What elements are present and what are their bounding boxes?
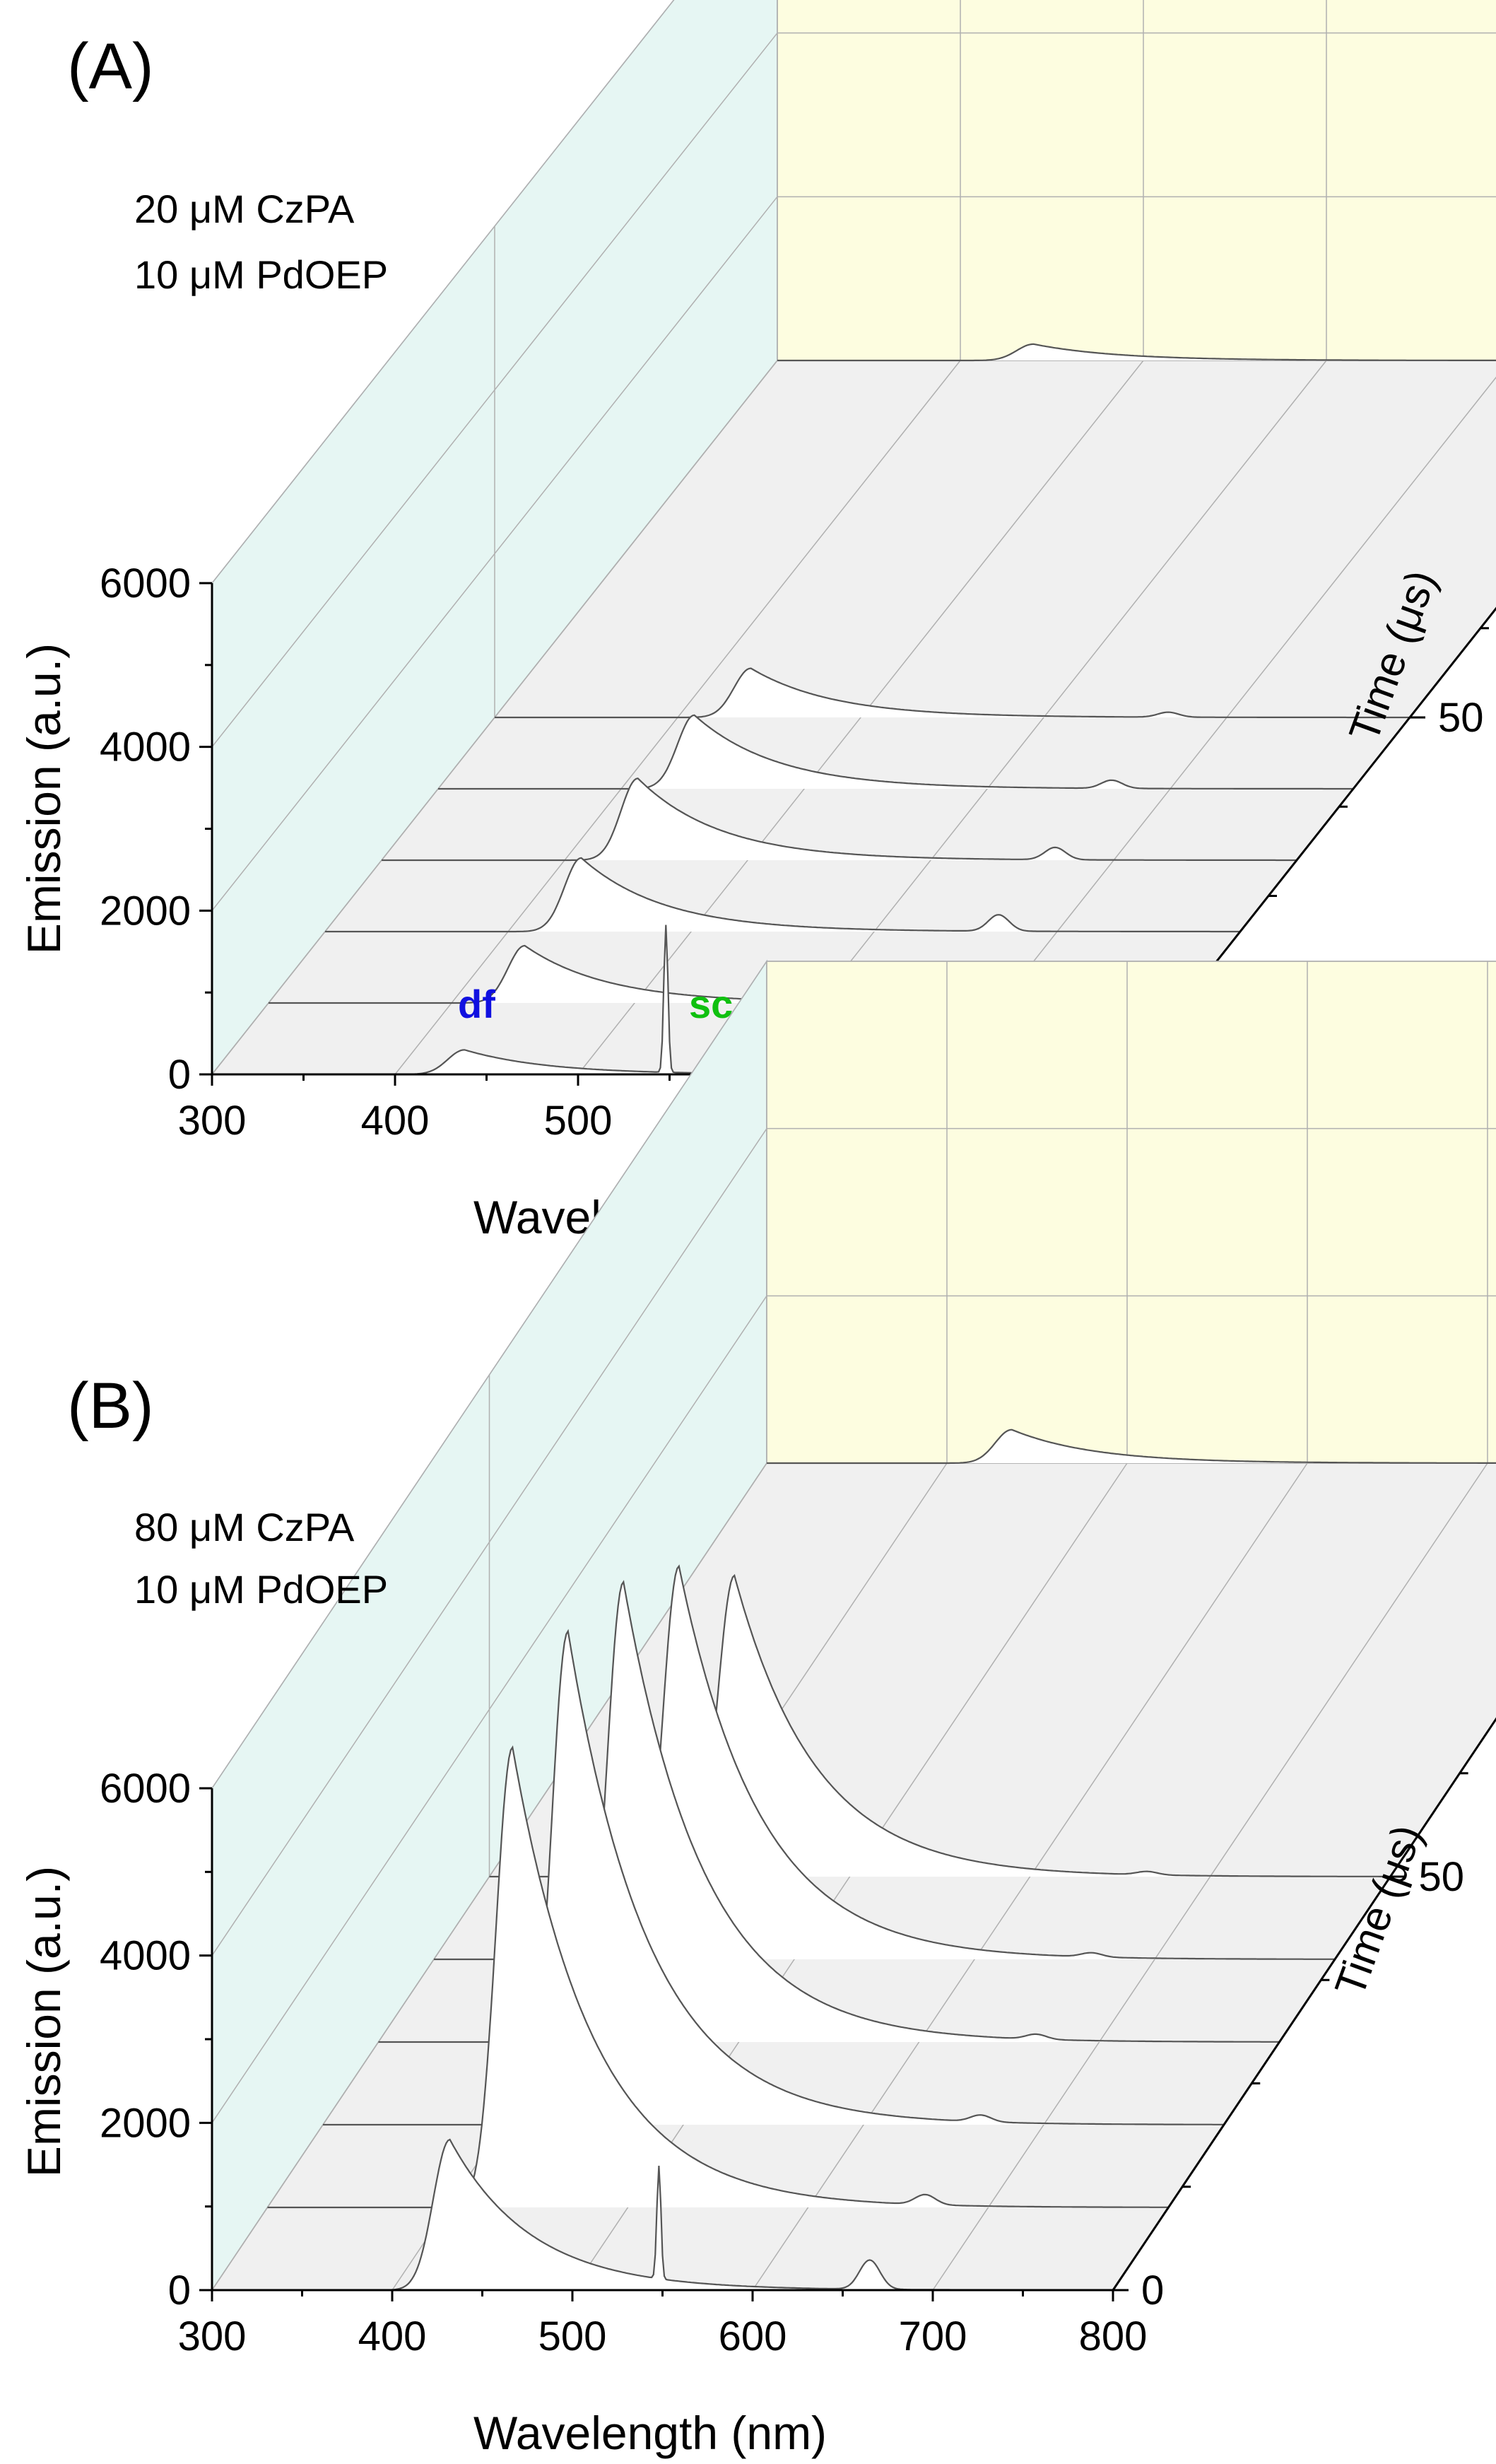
x-tick-label: 300 bbox=[178, 1098, 247, 1144]
spectrum-trace bbox=[325, 857, 1240, 933]
z-tick-label: 50 bbox=[1438, 695, 1484, 741]
spectrum-trace bbox=[267, 1745, 1169, 2209]
panel-label: (B) bbox=[67, 1370, 154, 1442]
spectrum-trace bbox=[495, 667, 1410, 719]
y-axis-label: Emission (a.u.) bbox=[18, 643, 70, 954]
y-tick-label: 0 bbox=[168, 1052, 191, 1098]
spectrum-trace bbox=[777, 343, 1496, 362]
y-tick-label: 6000 bbox=[100, 561, 191, 606]
spectra-traces bbox=[212, 1428, 1496, 2292]
sample-line-1: 20 μM CzPA bbox=[134, 187, 355, 231]
y-tick-label: 0 bbox=[168, 2268, 191, 2313]
peak-label-df: df bbox=[458, 982, 495, 1026]
z-tick-label: 0 bbox=[1141, 2268, 1164, 2313]
panel-b: 3004005006007008000200040006000050100 (B… bbox=[18, 959, 1496, 2459]
spectrum-trace bbox=[323, 1629, 1224, 2126]
x-tick-label: 500 bbox=[538, 2313, 607, 2359]
spectrum-fill bbox=[777, 344, 1496, 360]
x-tick-label: 500 bbox=[544, 1098, 613, 1144]
spectrum-fill bbox=[212, 2140, 1113, 2290]
back-wall bbox=[766, 961, 1496, 1464]
axes: 3004005006007008000200040006000050100 bbox=[100, 1717, 1496, 2359]
x-tick-label: 600 bbox=[719, 2313, 787, 2359]
x-tick-label: 700 bbox=[899, 2313, 967, 2359]
spectrum-trace bbox=[382, 777, 1297, 862]
spectra-traces bbox=[212, 343, 1496, 1076]
y-tick-label: 6000 bbox=[100, 1766, 191, 1812]
spectrum-trace bbox=[767, 1428, 1496, 1465]
y-tick-label: 4000 bbox=[100, 1933, 191, 1979]
sample-line-1: 80 μM CzPA bbox=[134, 1505, 355, 1549]
x-tick-label: 400 bbox=[361, 1098, 430, 1144]
y-axis-label: Emission (a.u.) bbox=[18, 1866, 70, 2177]
peak-label-sc: sc bbox=[689, 982, 733, 1026]
panel-label: (A) bbox=[67, 30, 154, 102]
x-tick-label: 300 bbox=[178, 2313, 247, 2359]
y-tick-label: 2000 bbox=[100, 888, 191, 934]
spectrum-fill bbox=[767, 1429, 1496, 1463]
x-tick-label: 400 bbox=[358, 2313, 427, 2359]
x-tick-label: 800 bbox=[1079, 2313, 1148, 2359]
spectrum-trace bbox=[438, 714, 1353, 790]
x-axis-label: Wavelength (nm) bbox=[473, 2407, 827, 2459]
y-tick-label: 2000 bbox=[100, 2100, 191, 2146]
sample-line-2: 10 μM PdOEP bbox=[134, 1567, 388, 1612]
sample-line-2: 10 μM PdOEP bbox=[134, 252, 388, 297]
z-tick-label: 50 bbox=[1419, 1854, 1465, 1900]
back-wall bbox=[777, 0, 1496, 361]
y-tick-label: 4000 bbox=[100, 724, 191, 770]
spectrum-fill bbox=[267, 1747, 1169, 2207]
